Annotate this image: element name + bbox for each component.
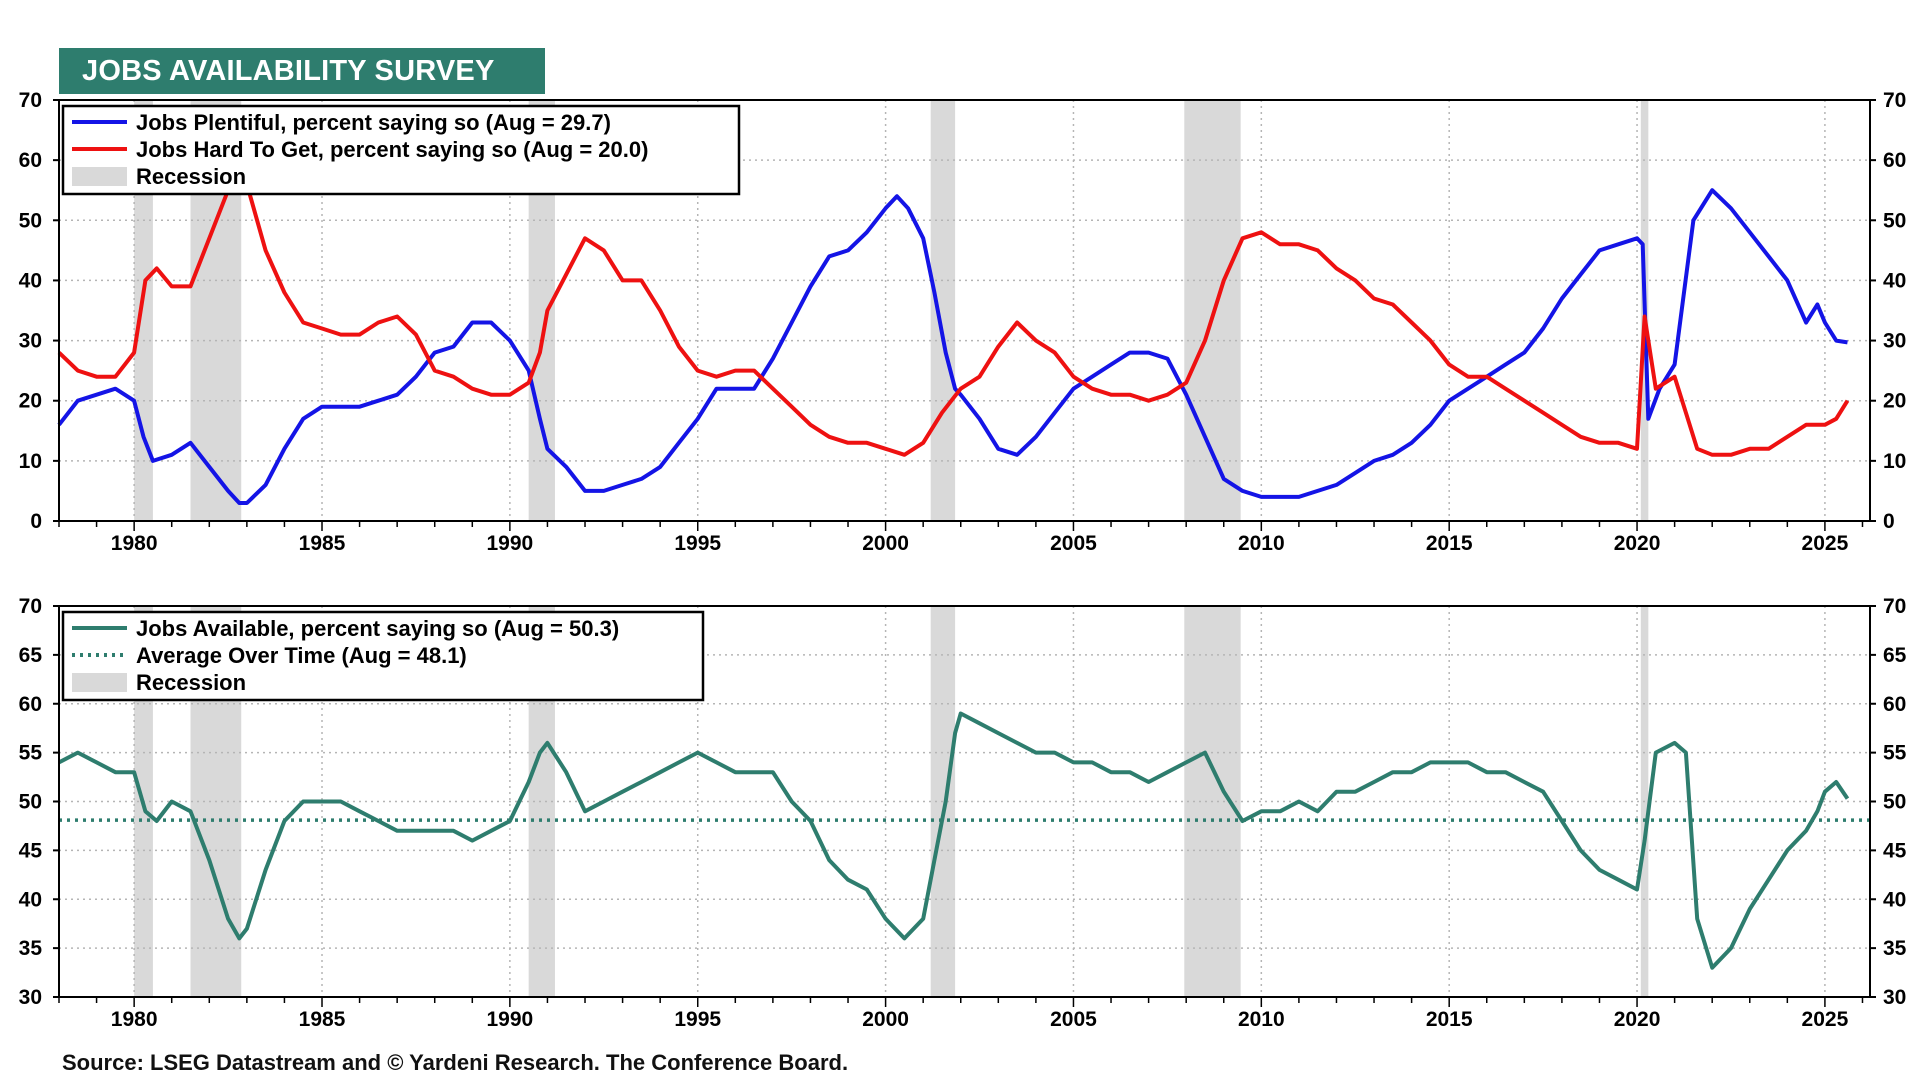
legend-label: Jobs Plentiful, percent saying so (Aug =… bbox=[136, 110, 611, 135]
x-tick-label: 2020 bbox=[1614, 1008, 1661, 1031]
panel-jobs-available: 30 30 35 35 40 40 45 45 50 50 55 55 60 60 65 65 70 70 1980… bbox=[19, 595, 1907, 1031]
y-tick-label-right: 30 bbox=[1883, 330, 1906, 353]
x-tick-label: 2010 bbox=[1238, 1008, 1285, 1031]
x-tick-label: 1995 bbox=[674, 1008, 721, 1031]
x-tick-label: 2005 bbox=[1050, 1008, 1097, 1031]
y-tick-label-right: 60 bbox=[1883, 693, 1906, 716]
y-tick-label-left: 60 bbox=[19, 149, 42, 172]
x-tick-label: 2020 bbox=[1614, 532, 1661, 555]
x-tick-label: 1980 bbox=[111, 1008, 158, 1031]
y-tick-label-right: 40 bbox=[1883, 888, 1906, 911]
legend-swatch-recession bbox=[72, 167, 127, 186]
series-line bbox=[57, 188, 1848, 505]
y-tick-label-left: 50 bbox=[19, 209, 42, 232]
y-tick-label-right: 55 bbox=[1883, 742, 1907, 765]
y-tick-label-right: 50 bbox=[1883, 791, 1906, 814]
legend-box bbox=[61, 104, 741, 196]
y-tick-label-right: 30 bbox=[1883, 986, 1906, 1009]
y-tick-label-right: 10 bbox=[1883, 450, 1906, 473]
x-tick-label: 2015 bbox=[1426, 532, 1473, 555]
x-tick-label: 2010 bbox=[1238, 532, 1285, 555]
y-tick-label-left: 70 bbox=[19, 89, 42, 112]
x-tick-label: 2000 bbox=[862, 1008, 909, 1031]
x-tick-label: 1995 bbox=[674, 532, 721, 555]
legend-label: Average Over Time (Aug = 48.1) bbox=[136, 643, 467, 668]
source-note: Source: LSEG Datastream and © Yardeni Re… bbox=[62, 1050, 849, 1075]
y-tick-label-right: 70 bbox=[1883, 89, 1906, 112]
y-tick-label-left: 20 bbox=[19, 390, 42, 413]
x-tick-label: 2015 bbox=[1426, 1008, 1473, 1031]
x-tick-label: 1990 bbox=[487, 1008, 534, 1031]
plot-frame bbox=[58, 99, 1871, 522]
legend-label: Jobs Hard To Get, percent saying so (Aug… bbox=[136, 137, 648, 162]
legend-box bbox=[61, 610, 705, 702]
y-tick-label-left: 40 bbox=[19, 269, 42, 292]
series-line bbox=[58, 711, 1850, 970]
series-line bbox=[57, 170, 1850, 457]
x-tick-label: 2005 bbox=[1050, 532, 1097, 555]
y-tick-label-left: 65 bbox=[19, 644, 43, 667]
y-tick-label-left: 60 bbox=[19, 693, 42, 716]
x-tick-label: 1980 bbox=[111, 532, 158, 555]
legend-swatch-recession bbox=[72, 673, 127, 692]
x-tick-label: 2025 bbox=[1802, 532, 1849, 555]
y-tick-label-left: 10 bbox=[19, 450, 42, 473]
y-tick-label-left: 35 bbox=[19, 937, 43, 960]
y-tick-label-right: 0 bbox=[1883, 510, 1895, 533]
y-tick-label-left: 70 bbox=[19, 595, 42, 618]
x-tick-label: 2025 bbox=[1802, 1008, 1849, 1031]
legend-label: Recession bbox=[136, 164, 246, 189]
y-tick-label-right: 65 bbox=[1883, 644, 1907, 667]
y-tick-label-left: 40 bbox=[19, 888, 42, 911]
y-tick-label-right: 35 bbox=[1883, 937, 1907, 960]
legend-label: Jobs Available, percent saying so (Aug =… bbox=[136, 616, 619, 641]
y-tick-label-right: 60 bbox=[1883, 149, 1906, 172]
y-tick-label-left: 30 bbox=[19, 986, 42, 1009]
y-tick-label-right: 70 bbox=[1883, 595, 1906, 618]
y-tick-label-left: 55 bbox=[19, 742, 43, 765]
chart-title: JOBS AVAILABILITY SURVEY bbox=[59, 48, 545, 94]
y-tick-label-left: 45 bbox=[19, 839, 43, 862]
x-tick-label: 1985 bbox=[299, 532, 346, 555]
y-tick-label-right: 45 bbox=[1883, 839, 1907, 862]
y-tick-label-left: 0 bbox=[30, 510, 42, 533]
x-tick-label: 2000 bbox=[862, 532, 909, 555]
recession-band bbox=[930, 100, 956, 521]
x-tick-label: 1985 bbox=[299, 1008, 346, 1031]
y-tick-label-right: 50 bbox=[1883, 209, 1906, 232]
legend-label: Recession bbox=[136, 670, 246, 695]
x-tick-label: 1990 bbox=[487, 532, 534, 555]
y-tick-label-left: 30 bbox=[19, 330, 42, 353]
y-tick-label-right: 40 bbox=[1883, 269, 1906, 292]
y-tick-label-left: 50 bbox=[19, 791, 42, 814]
y-tick-label-right: 20 bbox=[1883, 390, 1906, 413]
